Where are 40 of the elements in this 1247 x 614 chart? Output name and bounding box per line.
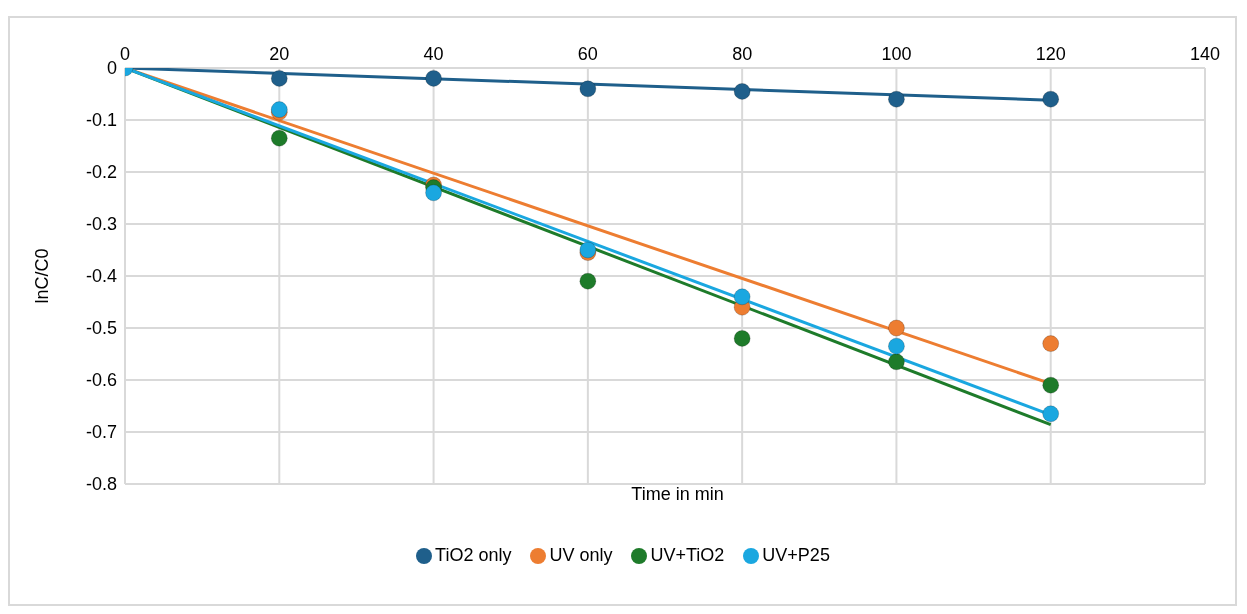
point xyxy=(887,337,905,355)
x-tick-label: 20 xyxy=(269,44,290,64)
x-tick-label: 120 xyxy=(1035,44,1066,64)
x-axis-title: Time in min xyxy=(631,484,724,504)
point xyxy=(1042,335,1060,353)
point xyxy=(270,69,288,87)
point xyxy=(887,90,905,108)
point xyxy=(733,82,751,100)
y-tick-label: -0.1 xyxy=(85,110,117,131)
x-tick-label: 60 xyxy=(577,44,598,64)
y-tick-label: 0 xyxy=(106,58,117,79)
legend-label: UV+P25 xyxy=(762,545,830,566)
point xyxy=(733,329,751,347)
y-tick-label: -0.2 xyxy=(85,162,117,183)
point xyxy=(733,288,751,306)
point xyxy=(887,319,905,337)
y-tick-label: -0.4 xyxy=(85,266,117,287)
y-tick-label: -0.7 xyxy=(85,422,117,443)
y-axis-title: lnC/C0 xyxy=(32,248,53,304)
legend-label: UV+TiO2 xyxy=(650,545,725,566)
x-tick-label: 100 xyxy=(881,44,912,64)
point xyxy=(425,69,443,87)
x-tick-label: 140 xyxy=(1189,44,1221,64)
point xyxy=(579,272,597,290)
x-tick-label: 40 xyxy=(423,44,444,64)
x-tick-label: 0 xyxy=(119,44,131,64)
point xyxy=(425,184,443,202)
y-tick-label: -0.6 xyxy=(85,370,117,391)
legend-label: TiO2 only xyxy=(435,545,512,566)
point xyxy=(1042,376,1060,394)
y-tick-label: -0.8 xyxy=(85,474,117,495)
point xyxy=(1042,90,1060,108)
y-tick-label: -0.3 xyxy=(85,214,117,235)
point xyxy=(1042,405,1060,423)
legend-label: UV only xyxy=(549,545,613,566)
point xyxy=(270,129,288,147)
y-tick-label: -0.5 xyxy=(85,318,117,339)
x-tick-label: 80 xyxy=(732,44,753,64)
point xyxy=(887,353,905,371)
point xyxy=(579,80,597,98)
